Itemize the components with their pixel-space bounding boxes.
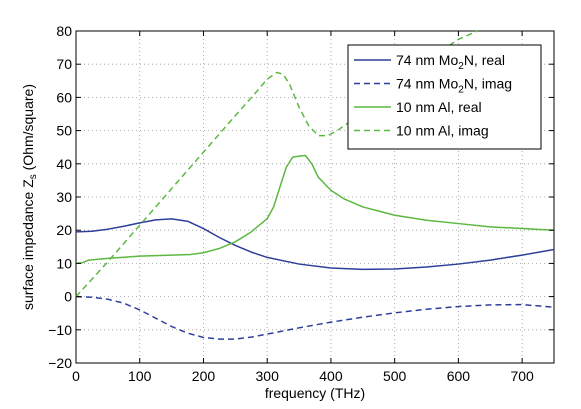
legend-label: 10 nm Al, imag bbox=[396, 123, 489, 139]
legend-box bbox=[347, 44, 542, 150]
legend: 74 nm Mo2N, real 74 nm Mo2N, imag 10 nm Al… bbox=[347, 44, 542, 150]
x-tick-label: 100 bbox=[128, 368, 152, 384]
y-tick-label: −20 bbox=[48, 355, 72, 371]
y-axis-label-subscript: s bbox=[28, 174, 39, 179]
x-tick-label: 600 bbox=[447, 368, 471, 384]
legend-label: 74 nm Mo2N, imag bbox=[396, 76, 512, 96]
y-axis-label-unit: (Ohm/square) bbox=[20, 84, 36, 174]
x-tick-label: 500 bbox=[383, 368, 407, 384]
y-tick-label: 70 bbox=[56, 56, 72, 72]
x-tick-label: 300 bbox=[256, 368, 280, 384]
series-line-3 bbox=[75, 154, 555, 265]
y-tick-label: 60 bbox=[56, 89, 72, 105]
y-axis-label-main: surface impedance Z bbox=[20, 179, 36, 310]
x-axis-label: frequency (THz) bbox=[265, 385, 365, 401]
y-tick-label: −10 bbox=[48, 322, 72, 338]
y-axis-label: surface impedance Zs (Ohm/square) bbox=[20, 84, 39, 310]
y-tick-label: 50 bbox=[56, 123, 72, 139]
series-line-1 bbox=[75, 218, 555, 271]
y-tick-label: 10 bbox=[56, 255, 72, 271]
y-tick-label: 30 bbox=[56, 189, 72, 205]
series-line-2 bbox=[75, 295, 555, 340]
y-tick-label: 20 bbox=[56, 222, 72, 238]
x-tick-label: 400 bbox=[319, 368, 343, 384]
grid bbox=[76, 31, 554, 363]
tick-layer: 0 100 200 300 400 500 600 700 −20 −10 0 10 20 30 40 50 6… bbox=[48, 23, 554, 384]
legend-label: 74 nm Mo2N, real bbox=[396, 52, 505, 72]
y-tick-label: 0 bbox=[64, 289, 72, 305]
legend-label: 10 nm Al, real bbox=[396, 99, 482, 115]
series-layer bbox=[75, 30, 555, 340]
series-line-4 bbox=[75, 30, 478, 298]
x-tick-label: 200 bbox=[192, 368, 216, 384]
y-tick-label: 80 bbox=[56, 23, 72, 39]
x-tick-label: 700 bbox=[510, 368, 534, 384]
x-tick-label: 0 bbox=[72, 368, 80, 384]
y-tick-label: 40 bbox=[56, 156, 72, 172]
